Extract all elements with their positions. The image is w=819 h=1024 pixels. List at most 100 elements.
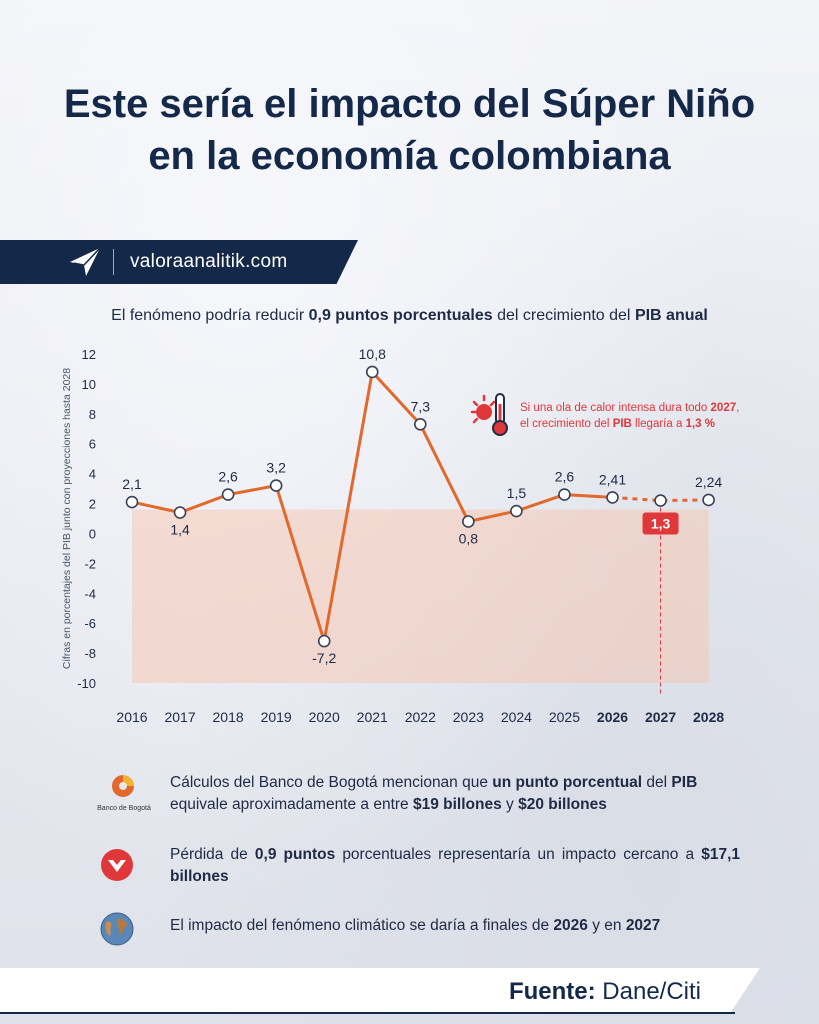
- shaded-panel: [132, 509, 709, 683]
- info-2-b1: 0,9 puntos: [254, 846, 336, 863]
- note-l2-mid: llegaría a: [631, 418, 686, 430]
- subtitle-text-1: El fenómeno podría reducir: [111, 307, 309, 324]
- gdp-line-chart: 12 10 8 6 4 2 0 -2 -4 -6 -8 -10 Cifras en porcentaje…: [61, 346, 724, 725]
- data-label: 0,8: [459, 530, 479, 546]
- x-tick-label: 2026: [597, 709, 628, 725]
- data-point: [462, 515, 475, 528]
- title-line-1: Este sería el impacto del Súper Niño: [63, 82, 756, 126]
- data-label: 10,8: [359, 346, 386, 362]
- data-label: 2,6: [218, 469, 238, 485]
- info-item-timing: El impacto del fenómeno climático se dar…: [100, 912, 760, 946]
- data-label: 1,5: [507, 485, 527, 501]
- x-tick-label: 2023: [453, 709, 484, 725]
- note-line-2: el crecimiento del PIB llegaría a 1,3 %: [520, 416, 770, 432]
- source-value: Dane/Citi: [595, 978, 701, 1005]
- x-tick-label: 2017: [164, 709, 195, 725]
- data-point: [365, 365, 379, 379]
- info-text-1: Cálculos del Banco de Bogotá mencionan q…: [170, 772, 740, 816]
- y-tick-label: 10: [82, 377, 96, 392]
- note-l2-bold-2: 1,3 %: [685, 418, 715, 430]
- info-item-loss: Pérdida de 0,9 puntos porcentuales repre…: [100, 844, 760, 894]
- alternative-badge-label: 1,3: [651, 516, 671, 532]
- data-label: 2,24: [695, 474, 722, 490]
- note-l2-bold-1: PIB: [612, 418, 632, 430]
- data-point: [269, 479, 283, 492]
- banco-de-bogota-logo-icon: [112, 775, 134, 797]
- info-item-banco-bogota: Banco de Bogotá Cálculos del Banco de Bo…: [97, 772, 760, 822]
- source-underline: [0, 1012, 735, 1014]
- data-label: 7,3: [411, 398, 431, 414]
- subtitle-bold-2: PIB anual: [634, 307, 708, 324]
- x-tick-label: 2020: [309, 709, 340, 725]
- brand-banner: valoraanalitik.com: [0, 240, 358, 284]
- source-citation: Fuente: Dane/Citi: [509, 978, 701, 1006]
- info-1-b4: $20 billones: [518, 796, 607, 813]
- info-3-t2: y en: [587, 917, 626, 934]
- data-point: [606, 491, 619, 504]
- info-text-2: Pérdida de 0,9 puntos porcentuales repre…: [170, 844, 740, 888]
- info-1-t2: del: [642, 774, 672, 791]
- subtitle-bold-1: 0,9 puntos porcentuales: [308, 307, 493, 324]
- note-text: Si una ola de calor intensa dura todo 20…: [520, 400, 770, 432]
- y-tick-label: 4: [89, 467, 96, 482]
- data-point: [558, 488, 571, 501]
- y-tick-label: 0: [89, 526, 96, 541]
- data-point: [125, 495, 139, 509]
- axis-layer: 12 10 8 6 4 2 0 -2 -4 -6 -8 -10 Cifras en porcentaje…: [61, 347, 724, 725]
- note-l1-text: Si una ola de calor intensa dura todo: [520, 402, 711, 414]
- brand-name: valoraanalitik.com: [130, 251, 288, 272]
- x-tick-label: 2021: [357, 709, 388, 725]
- info-3-t1: El impacto del fenómeno climático se dar…: [170, 917, 554, 934]
- y-tick-label: 8: [89, 407, 96, 422]
- y-axis-label: Cifras en porcentajes del PIB junto con …: [61, 368, 73, 669]
- y-tick-label: -10: [77, 676, 96, 691]
- y-tick-label: -4: [84, 586, 96, 601]
- info-1-b3: $19 billones: [412, 796, 502, 813]
- y-tick-label: 12: [82, 347, 96, 362]
- info-1-t3: equivale aproximadamente a entre: [170, 796, 413, 813]
- projection-series-line: [612, 495, 709, 503]
- x-tick-label: 2025: [549, 709, 580, 725]
- y-tick-label: 6: [89, 437, 96, 452]
- x-tick-label: 2028: [693, 709, 724, 725]
- y-tick-label: -6: [84, 616, 96, 631]
- subtitle-text-2: del crecimiento del: [492, 307, 635, 324]
- x-tick-label: 2016: [116, 709, 147, 725]
- title-line-2: en la economía colombiana: [148, 134, 671, 178]
- area-layer: [132, 509, 709, 683]
- x-tick-label: 2022: [405, 709, 436, 725]
- y-tick-label: -8: [84, 646, 96, 661]
- info-1-b2: PIB: [671, 774, 698, 791]
- data-label: 3,2: [266, 460, 286, 476]
- info-2-t2: porcentuales representaría un impacto ce…: [335, 846, 702, 863]
- info-text-3: El impacto del fenómeno climático se dar…: [170, 915, 740, 937]
- data-label: 1,4: [170, 522, 190, 538]
- globe-icon: [100, 912, 134, 946]
- x-tick-label: 2027: [645, 709, 676, 725]
- y-tick-label: 2: [89, 497, 96, 512]
- x-tick-label: 2024: [501, 709, 532, 725]
- data-label: 2,41: [599, 471, 626, 487]
- info-1-t1: Cálculos del Banco de Bogotá mencionan q…: [170, 774, 493, 791]
- banco-de-bogota-logo: Banco de Bogotá: [97, 772, 151, 817]
- data-label: -7,2: [312, 650, 336, 666]
- point-layer: [125, 365, 715, 648]
- x-tick-label: 2018: [213, 709, 244, 725]
- note-line-1: Si una ola de calor intensa dura todo 20…: [520, 400, 770, 416]
- x-tick-label: 2019: [261, 709, 292, 725]
- data-point: [510, 504, 523, 518]
- data-point: [702, 493, 715, 507]
- chart-subtitle: El fenómeno podría reducir 0,9 puntos po…: [0, 307, 819, 325]
- data-point: [173, 506, 187, 519]
- info-3-b2: 2027: [625, 917, 661, 934]
- y-tick-label: -2: [84, 556, 96, 571]
- valora-logo-icon: [70, 247, 101, 276]
- red-down-arrow-icon: [101, 849, 133, 881]
- banco-de-bogota-caption: Banco de Bogotá: [97, 805, 151, 812]
- note-l1-post: ,: [736, 402, 740, 414]
- info-2-b2: $17,1 billones: [170, 846, 740, 885]
- info-3-b1: 2026: [553, 917, 588, 934]
- thermometer-sun-icon: [470, 393, 508, 436]
- note-l2-text: el crecimiento del: [520, 418, 613, 430]
- data-point: [221, 488, 235, 501]
